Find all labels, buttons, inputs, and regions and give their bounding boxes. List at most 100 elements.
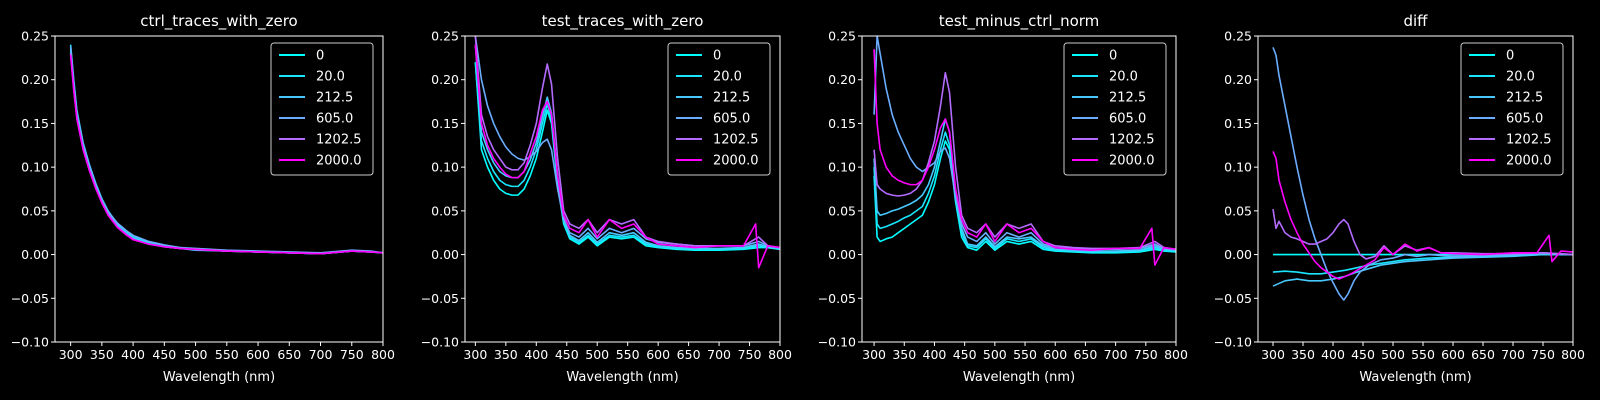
x-tick-label: 700 — [1104, 347, 1128, 362]
series-line-2000-0 — [474, 44, 780, 269]
legend-label: 2000.0 — [1506, 154, 1552, 169]
x-tick-label: 550 — [215, 347, 239, 362]
y-tick-label: −0.10 — [818, 335, 856, 350]
series-lines — [873, 36, 1176, 266]
x-tick-label: 800 — [768, 347, 792, 362]
chart-panel: ctrl_traces_with_zero Wavelength (nm) −0.1… — [11, 12, 395, 385]
legend-label: 0 — [713, 49, 721, 64]
x-tick-label: 650 — [1471, 347, 1495, 362]
y-tick-label: 0.05 — [1224, 203, 1252, 218]
x-tick-label: 300 — [862, 347, 886, 362]
y-tick-label: 0.05 — [828, 203, 856, 218]
x-tick-label: 300 — [463, 347, 487, 362]
series-line-0 — [873, 140, 1176, 254]
legend-label: 1202.5 — [316, 133, 362, 148]
x-tick-label: 350 — [1291, 347, 1315, 362]
x-tick-label: 600 — [1043, 347, 1067, 362]
chart-panels: ctrl_traces_with_zero Wavelength (nm) −0.1… — [11, 12, 1585, 385]
legend-label: 212.5 — [1109, 91, 1146, 106]
y-tick-label: −0.10 — [1214, 335, 1252, 350]
legend-label: 1202.5 — [1109, 133, 1155, 148]
series-line-605-0 — [69, 46, 383, 254]
x-tick-label: 600 — [246, 347, 270, 362]
y-tick-label: 0.10 — [1224, 160, 1252, 175]
legend-label: 605.0 — [1109, 112, 1146, 127]
legend-label: 605.0 — [1506, 112, 1543, 127]
x-axis-label: Wavelength (nm) — [566, 370, 678, 385]
x-tick-label: 800 — [371, 347, 395, 362]
y-tick-label: 0.20 — [431, 72, 459, 87]
legend: 0 20.0 212.5 605.0 1202.5 2000.0 — [270, 42, 374, 176]
legend-label: 20.0 — [1506, 70, 1535, 85]
y-tick-label: 0.25 — [828, 29, 856, 44]
y-tick-label: −0.05 — [1214, 291, 1252, 306]
x-tick-label: 500 — [184, 347, 208, 362]
legend-label: 605.0 — [713, 112, 750, 127]
chart-panel: test_minus_ctrl_norm Wavelength (nm) −0.10… — [818, 12, 1188, 385]
y-tick-label: 0.20 — [828, 72, 856, 87]
x-tick-label: 800 — [1561, 347, 1585, 362]
y-tick-label: 0.25 — [1224, 29, 1252, 44]
legend-label: 0 — [1109, 49, 1117, 64]
x-axis-label: Wavelength (nm) — [163, 370, 275, 385]
x-tick-label: 400 — [1321, 347, 1345, 362]
y-tick-label: 0.25 — [21, 29, 49, 44]
series-line-2000-0 — [1272, 151, 1573, 280]
chart-panel: test_traces_with_zero Wavelength (nm) −0.1… — [421, 12, 792, 385]
y-tick-label: 0.00 — [828, 247, 856, 262]
legend-label: 0 — [316, 49, 324, 64]
legend-label: 1202.5 — [713, 133, 759, 148]
x-tick-label: 750 — [1531, 347, 1555, 362]
series-line-605-0 — [873, 36, 1176, 251]
legend-label: 0 — [1506, 49, 1514, 64]
x-tick-label: 650 — [1073, 347, 1097, 362]
x-tick-label: 500 — [585, 347, 609, 362]
y-tick-label: −0.10 — [11, 335, 49, 350]
legend-label: 212.5 — [316, 91, 353, 106]
y-tick-label: 0.10 — [431, 160, 459, 175]
series-line-20-0 — [1272, 253, 1573, 275]
series-line-212-5 — [1272, 253, 1573, 287]
chart-title: test_traces_with_zero — [542, 12, 704, 31]
y-tick-label: −0.10 — [421, 335, 459, 350]
x-tick-label: 400 — [121, 347, 145, 362]
y-tick-label: 0.15 — [828, 116, 856, 131]
y-tick-label: 0.20 — [21, 72, 49, 87]
y-tick-label: −0.05 — [818, 291, 856, 306]
y-tick-label: 0.00 — [431, 247, 459, 262]
legend: 0 20.0 212.5 605.0 1202.5 2000.0 — [667, 42, 771, 176]
chart-title: diff — [1403, 12, 1428, 30]
x-tick-label: 350 — [494, 347, 518, 362]
legend-label: 20.0 — [1109, 70, 1138, 85]
plot-frame — [861, 35, 1177, 343]
x-tick-label: 450 — [953, 347, 977, 362]
legend-label: 2000.0 — [1109, 154, 1155, 169]
y-tick-label: 0.10 — [21, 160, 49, 175]
x-tick-label: 350 — [90, 347, 114, 362]
series-line-2000-0 — [873, 49, 1176, 266]
legend-label: 212.5 — [1506, 91, 1543, 106]
series-line-2000-0 — [69, 55, 383, 255]
legend-label: 20.0 — [316, 70, 345, 85]
legend-label: 20.0 — [713, 70, 742, 85]
chart-title: ctrl_traces_with_zero — [140, 12, 297, 31]
y-tick-label: 0.15 — [21, 116, 49, 131]
x-tick-label: 500 — [983, 347, 1007, 362]
x-axis-label: Wavelength (nm) — [1359, 370, 1471, 385]
legend-label: 2000.0 — [316, 154, 362, 169]
x-tick-label: 650 — [677, 347, 701, 362]
x-tick-label: 750 — [738, 347, 762, 362]
y-tick-label: 0.25 — [431, 29, 459, 44]
series-line-605-0 — [1272, 47, 1573, 301]
y-tick-label: 0.00 — [21, 247, 49, 262]
legend-label: 212.5 — [713, 91, 750, 106]
x-tick-label: 550 — [616, 347, 640, 362]
y-tick-label: −0.05 — [11, 291, 49, 306]
plot-frame — [464, 35, 781, 343]
x-tick-label: 600 — [1441, 347, 1465, 362]
x-tick-label: 600 — [646, 347, 670, 362]
x-tick-label: 400 — [524, 347, 548, 362]
series-lines — [1272, 47, 1573, 301]
x-tick-label: 700 — [309, 347, 333, 362]
series-line-1202-5 — [474, 36, 780, 249]
